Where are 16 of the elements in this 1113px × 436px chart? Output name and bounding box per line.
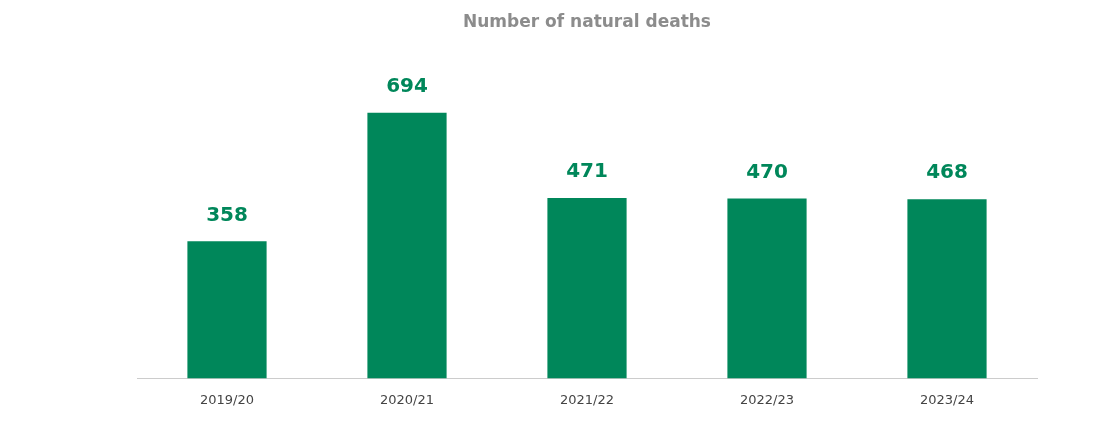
- x-tick-label: 2019/20: [199, 391, 255, 407]
- bar: [547, 198, 627, 379]
- data-label: 471: [566, 158, 608, 183]
- bar: [907, 199, 987, 379]
- bar: [727, 198, 807, 379]
- data-label: 468: [926, 159, 968, 184]
- data-label: 470: [746, 158, 788, 183]
- chart-title: Number of natural deaths: [463, 10, 711, 31]
- x-tick-label: 2021/22: [559, 391, 615, 407]
- bar: [367, 112, 447, 379]
- x-tick-label: 2020/21: [379, 391, 435, 407]
- data-label: 358: [206, 201, 248, 226]
- bar: [187, 241, 267, 379]
- x-tick-label: 2023/24: [919, 391, 975, 407]
- x-tick-label: 2022/23: [739, 391, 795, 407]
- data-label: 694: [386, 72, 428, 97]
